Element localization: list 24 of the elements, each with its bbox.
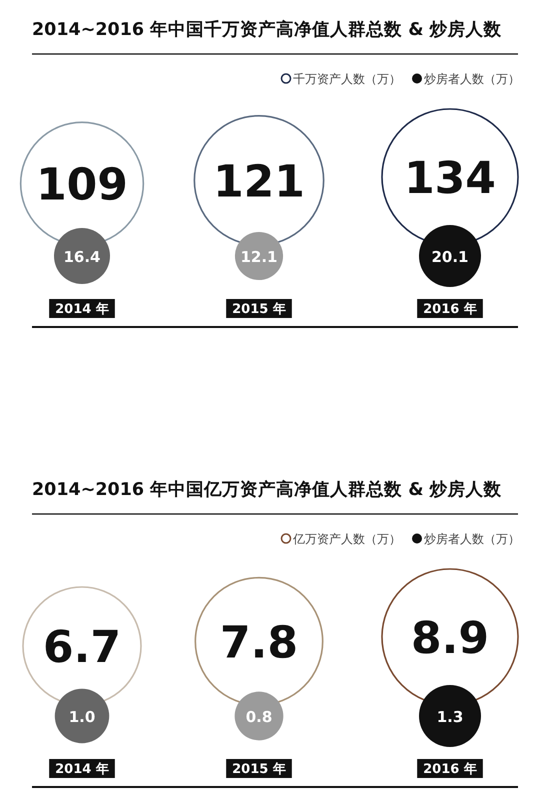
data-label: 16.4 — [63, 248, 101, 266]
data-label: 12.1 — [240, 248, 278, 266]
data-label: 0.8 — [246, 708, 272, 726]
data-label: 7.8 — [220, 617, 298, 668]
data-label: 1.0 — [68, 708, 96, 726]
legend-label: 炒房者人数（万） — [424, 532, 520, 546]
data-label: 134 — [404, 153, 496, 204]
legend-label: 亿万资产人数（万） — [292, 532, 401, 546]
data-label: 8.9 — [411, 613, 489, 664]
data-label: 109 — [36, 160, 128, 211]
category-label: 2015 年 — [232, 302, 286, 317]
data-label: 1.3 — [436, 708, 464, 726]
category-label: 2015 年 — [232, 762, 286, 777]
data-label: 121 — [213, 156, 305, 208]
legend-label: 千万资产人数（万） — [293, 72, 401, 86]
legend-label: 炒房者人数（万） — [424, 72, 520, 86]
category-label: 2014 年 — [55, 762, 109, 777]
category-label: 2016 年 — [423, 302, 477, 317]
data-label: 6.7 — [43, 622, 121, 673]
text: 2014~2016 年中国千万资产高净值人群总数 & 炒房人数 — [32, 19, 503, 40]
category-label: 2016 年 — [423, 762, 477, 777]
category-label: 2014 年 — [55, 302, 109, 317]
text: 2014~2016 年中国亿万资产高净值人群总数 & 炒房人数 — [32, 479, 503, 500]
data-label: 20.1 — [431, 248, 469, 266]
